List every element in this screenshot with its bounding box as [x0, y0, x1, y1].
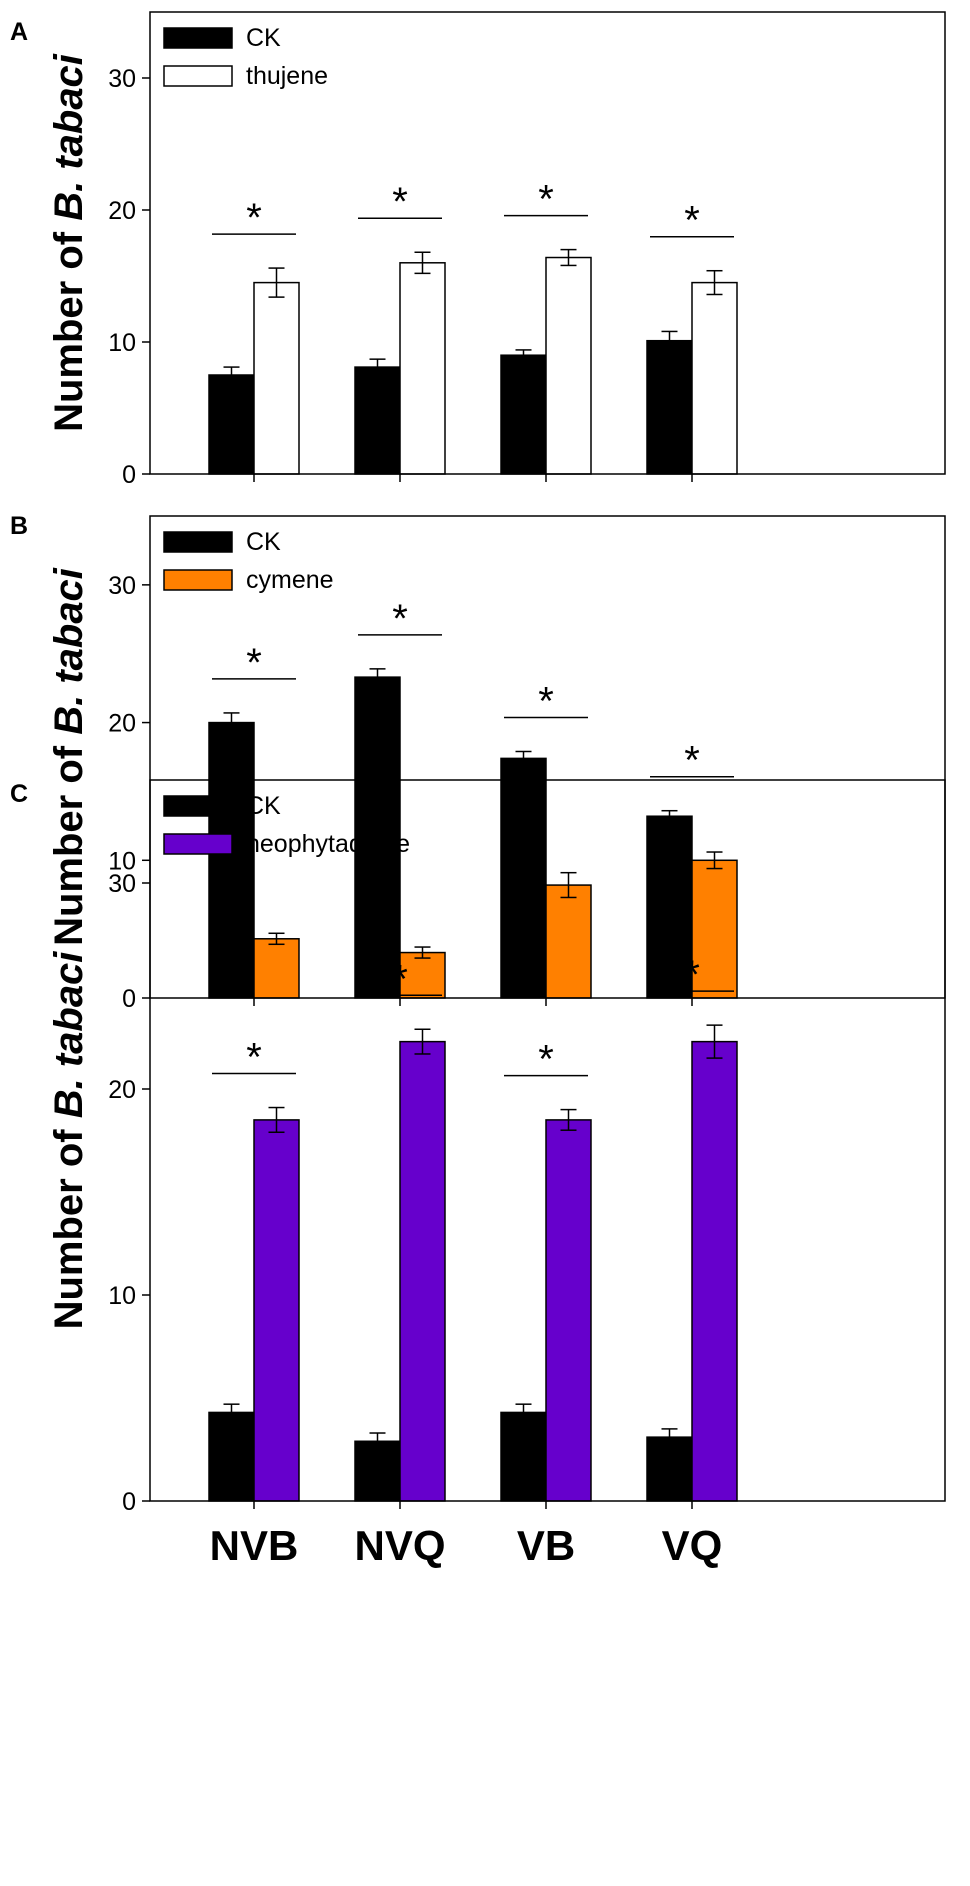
- category-label-nvq: NVQ: [354, 1522, 445, 1569]
- bar-ck-vq: [646, 339, 693, 475]
- bar-ck-vq: [646, 1436, 693, 1502]
- bar-ck-vb: [500, 757, 547, 999]
- significance-star: *: [246, 1036, 262, 1080]
- bar-thujene-nvb: [253, 281, 300, 475]
- panel-c: C Number of B. tabaci 0 10 20 30 * * * * CK neophyt…: [10, 779, 946, 1569]
- legend-label-ck: CK: [246, 792, 281, 820]
- legend-label-ck: CK: [246, 528, 281, 556]
- legend-label-ck: CK: [246, 24, 281, 52]
- category-label-nvb: NVB: [210, 1522, 299, 1569]
- bar-ck-vq: [646, 815, 693, 999]
- significance-star: *: [684, 739, 700, 783]
- bar-ck-nvq: [354, 366, 401, 475]
- legend-swatch-ck: [163, 531, 233, 553]
- significance-star: *: [246, 196, 262, 240]
- y-axis-label-species: B. tabaci: [47, 951, 91, 1119]
- category-label-vb: VB: [517, 1522, 575, 1569]
- bar-thujene-vb: [545, 256, 592, 475]
- y-axis-label: Number of B. tabaci: [47, 53, 91, 432]
- y-axis-label: Number of B. tabaci: [47, 951, 91, 1330]
- bar-neophytadiene-vq: [691, 1040, 738, 1502]
- significance-star: *: [538, 679, 554, 723]
- bar-ck-nvb: [208, 374, 255, 475]
- plot-frame: [149, 515, 946, 999]
- bar-ck-nvq: [354, 676, 401, 999]
- y-axis-label-prefix: Number of: [47, 735, 91, 946]
- y-tick-label: 0: [122, 985, 136, 1013]
- plot-frame: [149, 779, 946, 1502]
- bar-neophytadiene-nvb: [253, 1119, 300, 1502]
- bar-ck-nvb: [208, 721, 255, 999]
- significance-star: *: [392, 180, 408, 224]
- y-tick-label: 10: [108, 847, 136, 875]
- bar-ck-nvb: [208, 1411, 255, 1502]
- category-label-vq: VQ: [662, 1522, 723, 1569]
- bar-cymene-vb: [545, 884, 592, 999]
- y-axis-label-species: B. tabaci: [47, 567, 91, 735]
- y-tick-label: 30: [108, 572, 136, 600]
- bar-cymene-nvb: [253, 938, 300, 999]
- legend-label-cymene: cymene: [246, 566, 334, 594]
- y-tick-label: 10: [108, 1282, 136, 1310]
- y-tick-label: 20: [108, 710, 136, 738]
- y-tick-label: 30: [108, 870, 136, 898]
- legend-swatch-ck: [163, 795, 233, 817]
- y-tick-label: 20: [108, 1076, 136, 1104]
- bar-neophytadiene-vb: [545, 1119, 592, 1502]
- y-axis-label: Number of B. tabaci: [47, 567, 91, 946]
- bar-thujene-nvq: [399, 262, 446, 475]
- panel-letter: A: [10, 18, 28, 46]
- significance-star: *: [538, 178, 554, 222]
- y-axis-label-prefix: Number of: [47, 221, 91, 432]
- bar-ck-vb: [500, 1411, 547, 1502]
- plot-frame: [149, 11, 946, 475]
- significance-star: *: [538, 1038, 554, 1082]
- significance-star: *: [246, 641, 262, 685]
- y-tick-label: 10: [108, 329, 136, 357]
- legend-swatch-ck: [163, 27, 233, 49]
- y-tick-label: 0: [122, 461, 136, 489]
- y-axis-label-species: B. tabaci: [47, 53, 91, 221]
- bar-ck-vb: [500, 354, 547, 475]
- y-tick-label: 30: [108, 65, 136, 93]
- bar-neophytadiene-nvq: [399, 1040, 446, 1502]
- y-axis-label-prefix: Number of: [47, 1118, 91, 1329]
- significance-star: *: [392, 597, 408, 641]
- panel-a: A Number of B. tabaci 0 10 20 30 * * * * CK thujene: [10, 11, 946, 489]
- panel-b: B Number of B. tabaci 0 10 20 30 * * * * CK cymene: [10, 512, 946, 1013]
- significance-star: *: [392, 957, 408, 1001]
- panel-letter: B: [10, 512, 28, 540]
- y-tick-label: 20: [108, 197, 136, 225]
- panel-letter: C: [10, 780, 28, 808]
- legend-swatch-thujene: [163, 65, 233, 87]
- significance-star: *: [684, 199, 700, 243]
- y-tick-label: 0: [122, 1488, 136, 1516]
- legend-swatch-cymene: [163, 569, 233, 591]
- legend-swatch-neophytadiene: [163, 833, 233, 855]
- legend-label-thujene: thujene: [246, 62, 328, 90]
- bar-thujene-vq: [691, 281, 738, 475]
- legend-label-neophytadiene: neophytadiene: [246, 830, 410, 858]
- significance-star: *: [684, 953, 700, 997]
